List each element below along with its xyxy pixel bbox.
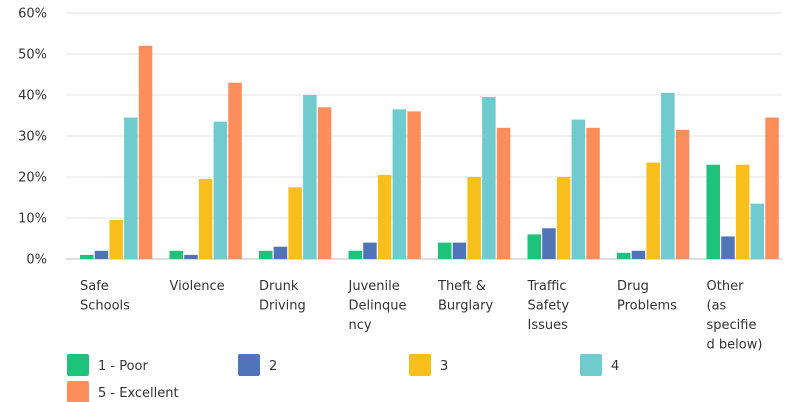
x-category-label: Drunk Driving — [259, 279, 306, 314]
bar — [675, 129, 690, 259]
bar — [452, 242, 467, 259]
x-category-label-line: Drug — [617, 279, 649, 294]
bar — [571, 119, 586, 259]
bar — [706, 164, 720, 259]
bar — [617, 252, 631, 259]
bar — [138, 45, 153, 259]
bar — [273, 246, 288, 259]
x-category-label-line: Drunk — [259, 279, 299, 294]
x-category-label-line: Violence — [170, 279, 225, 294]
bar — [259, 250, 273, 259]
bar — [317, 107, 332, 259]
y-tick-label: 10% — [18, 212, 47, 227]
legend-swatch — [67, 381, 89, 402]
bar — [80, 254, 94, 259]
bar — [542, 228, 556, 259]
bar — [661, 92, 675, 259]
x-category-label-line: Juvenile — [348, 279, 400, 294]
bar — [646, 162, 660, 259]
bar — [184, 254, 198, 259]
x-category-label-line: Traffic — [527, 279, 567, 294]
legend-label: 4 — [611, 359, 619, 374]
x-category-label-line: Burglary — [438, 299, 493, 314]
bar — [721, 236, 735, 259]
x-category-label-line: Schools — [80, 299, 130, 314]
bar — [213, 121, 228, 260]
bar — [556, 177, 571, 259]
y-tick-label: 0% — [26, 253, 47, 268]
x-category-label-line: Safe — [80, 279, 109, 294]
x-category-label-line: d below) — [707, 338, 763, 353]
y-tick-label: 20% — [18, 171, 47, 186]
bar — [109, 220, 123, 259]
bar — [288, 187, 302, 259]
bar — [407, 111, 421, 260]
bar — [377, 174, 392, 259]
bar — [169, 250, 183, 259]
x-category-label: Safe Schools — [80, 279, 130, 314]
x-category-label-line: Problems — [617, 299, 677, 314]
x-category-label: Violence — [170, 279, 225, 294]
bar — [303, 95, 317, 259]
x-category-label-line: Other — [707, 279, 745, 294]
legend-label: 3 — [440, 359, 448, 374]
x-category-label-line: Driving — [259, 299, 306, 314]
bar — [363, 242, 377, 259]
bar — [438, 242, 452, 259]
x-category-label: Juvenile Delinque ncy — [348, 279, 407, 333]
legend-label: 5 - Excellent — [98, 386, 179, 401]
x-category-label-line: Theft & — [437, 279, 486, 294]
y-tick-label: 40% — [18, 89, 47, 104]
bar — [94, 250, 109, 259]
y-tick-label: 30% — [18, 130, 47, 145]
bar — [198, 179, 213, 259]
bar — [631, 250, 646, 259]
legend-swatch — [580, 354, 602, 376]
bar — [586, 127, 600, 259]
bar — [527, 234, 541, 259]
x-category-label-line: Delinque — [349, 299, 407, 314]
bar — [124, 117, 138, 259]
bar — [467, 177, 481, 259]
bar — [750, 203, 765, 259]
bar — [496, 127, 511, 259]
x-category-label: Other (as specifie d below) — [707, 279, 763, 353]
legend-swatch — [238, 354, 260, 376]
y-tick-label: 60% — [18, 7, 47, 22]
x-category-label: Traffic Safety Issues — [527, 279, 570, 333]
legend-label: 1 - Poor — [98, 359, 149, 374]
x-category-label-line: Safety — [528, 299, 570, 314]
legend-label: 2 — [269, 359, 277, 374]
x-category-label-line: specifie — [707, 318, 757, 333]
bar — [392, 109, 407, 259]
x-category-label-line: ncy — [349, 318, 372, 333]
legend-swatch — [67, 354, 89, 376]
x-category-label-line: Issues — [528, 318, 569, 333]
bar — [765, 117, 779, 259]
y-tick-label: 50% — [18, 48, 47, 63]
bar — [735, 164, 750, 259]
x-category-label: Drug Problems — [617, 279, 677, 314]
legend-swatch — [409, 354, 431, 376]
x-category-label-line: (as — [707, 299, 727, 314]
x-category-label: Theft & Burglary — [437, 279, 493, 314]
bar — [482, 97, 496, 259]
bar — [228, 82, 242, 259]
bar — [348, 250, 362, 259]
